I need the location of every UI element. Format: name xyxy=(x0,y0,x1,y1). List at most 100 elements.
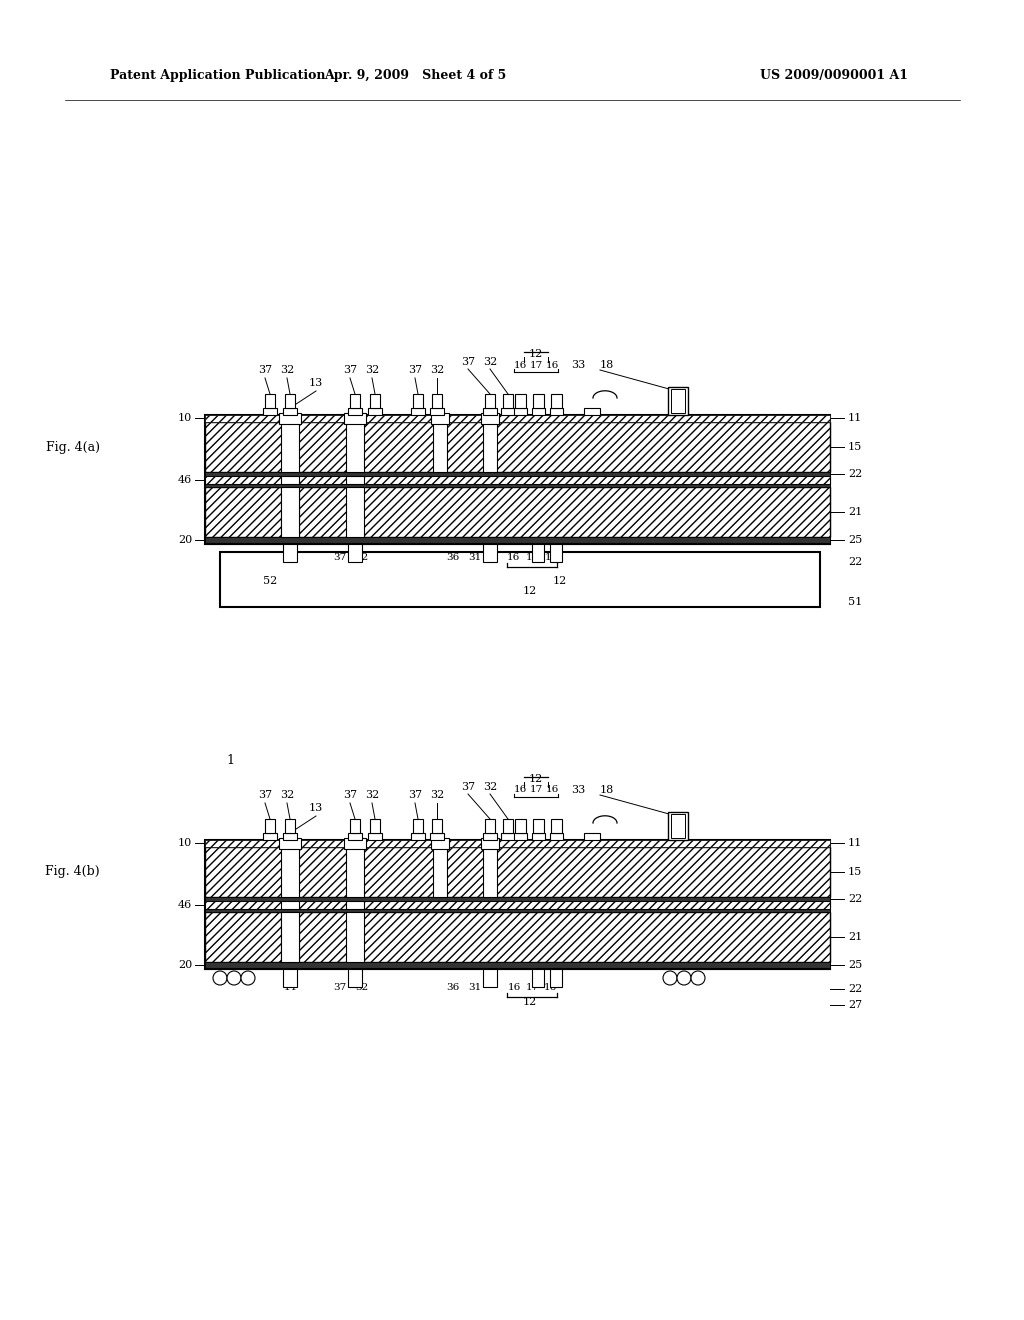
Text: 12: 12 xyxy=(528,348,543,359)
Text: 32: 32 xyxy=(483,781,497,792)
Bar xyxy=(344,413,366,424)
Bar xyxy=(281,902,299,909)
Text: 46: 46 xyxy=(178,475,193,484)
Bar xyxy=(483,544,497,562)
Text: Fig. 4(b): Fig. 4(b) xyxy=(45,866,100,879)
Text: Fig. 4(a): Fig. 4(a) xyxy=(46,441,100,454)
Bar xyxy=(411,833,425,840)
Bar xyxy=(265,393,275,408)
Text: 25: 25 xyxy=(848,960,862,970)
Text: 16: 16 xyxy=(546,785,559,795)
Bar xyxy=(346,422,364,473)
Text: 36: 36 xyxy=(446,982,460,991)
Bar xyxy=(263,833,278,840)
Text: 18: 18 xyxy=(600,785,614,795)
Text: 18: 18 xyxy=(600,360,614,370)
Text: 33: 33 xyxy=(570,785,585,795)
Text: 12: 12 xyxy=(553,576,567,586)
Bar xyxy=(481,413,499,424)
Bar xyxy=(534,393,544,408)
Bar xyxy=(263,408,278,414)
Bar xyxy=(348,544,362,562)
Text: 32: 32 xyxy=(430,789,444,800)
Text: 21: 21 xyxy=(848,507,862,517)
Text: 32: 32 xyxy=(365,789,379,800)
Bar xyxy=(432,818,442,833)
Text: Patent Application Publication: Patent Application Publication xyxy=(110,69,326,82)
Bar xyxy=(348,408,362,414)
Bar xyxy=(346,912,364,962)
Bar xyxy=(205,847,830,898)
Text: Apr. 9, 2009   Sheet 4 of 5: Apr. 9, 2009 Sheet 4 of 5 xyxy=(324,69,506,82)
Bar xyxy=(584,408,600,414)
Text: 17: 17 xyxy=(525,553,539,561)
Bar xyxy=(584,833,600,840)
Bar xyxy=(671,389,685,413)
Text: 31: 31 xyxy=(468,982,481,991)
Bar xyxy=(205,537,830,544)
Bar xyxy=(281,477,299,484)
Bar xyxy=(205,422,830,473)
Circle shape xyxy=(691,972,705,985)
Bar xyxy=(550,969,562,987)
Text: 10: 10 xyxy=(178,838,193,847)
Circle shape xyxy=(663,972,677,985)
Text: 22: 22 xyxy=(848,983,862,994)
Bar xyxy=(413,393,423,408)
Bar xyxy=(483,422,497,473)
Text: 13: 13 xyxy=(309,378,324,388)
Text: 17: 17 xyxy=(529,360,543,370)
Text: 14: 14 xyxy=(284,553,297,561)
Bar xyxy=(205,909,830,912)
Text: 37: 37 xyxy=(408,366,422,375)
Text: 14: 14 xyxy=(284,982,297,991)
Circle shape xyxy=(677,972,691,985)
Text: 36: 36 xyxy=(446,553,460,561)
Bar xyxy=(411,408,425,414)
Text: 25: 25 xyxy=(848,535,862,545)
Text: US 2009/0090001 A1: US 2009/0090001 A1 xyxy=(760,69,908,82)
Bar xyxy=(348,969,362,987)
Bar xyxy=(668,812,688,840)
Bar xyxy=(205,477,830,484)
Text: 32: 32 xyxy=(280,789,294,800)
Bar xyxy=(485,393,495,408)
Bar xyxy=(433,847,447,898)
Text: 37: 37 xyxy=(461,356,475,367)
Text: 32: 32 xyxy=(355,982,369,991)
Bar xyxy=(668,387,688,414)
Bar xyxy=(346,487,364,537)
Text: 31: 31 xyxy=(468,553,481,561)
Text: 20: 20 xyxy=(178,535,193,545)
Text: 12: 12 xyxy=(523,586,538,597)
Bar xyxy=(532,969,544,987)
Text: 17: 17 xyxy=(529,785,543,795)
Bar xyxy=(220,552,820,607)
Bar xyxy=(285,393,295,408)
Bar xyxy=(514,408,527,414)
Bar xyxy=(413,818,423,833)
Bar xyxy=(550,544,562,562)
Text: 37: 37 xyxy=(258,366,272,375)
Text: 33: 33 xyxy=(570,360,585,370)
Text: 37: 37 xyxy=(334,982,347,991)
Text: 46: 46 xyxy=(178,900,193,909)
Text: 22: 22 xyxy=(848,469,862,479)
Bar xyxy=(481,838,499,849)
Bar xyxy=(532,408,545,414)
Bar xyxy=(344,838,366,849)
Bar xyxy=(503,818,513,833)
Text: 22: 22 xyxy=(848,894,862,904)
Bar xyxy=(265,818,275,833)
Bar xyxy=(283,544,297,562)
Bar xyxy=(515,393,526,408)
Text: 16: 16 xyxy=(513,785,526,795)
Bar xyxy=(205,912,830,962)
Bar xyxy=(348,833,362,840)
Bar xyxy=(279,413,301,424)
Bar xyxy=(279,838,301,849)
Bar xyxy=(485,818,495,833)
Text: 37: 37 xyxy=(258,789,272,800)
Text: 16: 16 xyxy=(507,982,520,991)
Bar xyxy=(281,847,299,898)
